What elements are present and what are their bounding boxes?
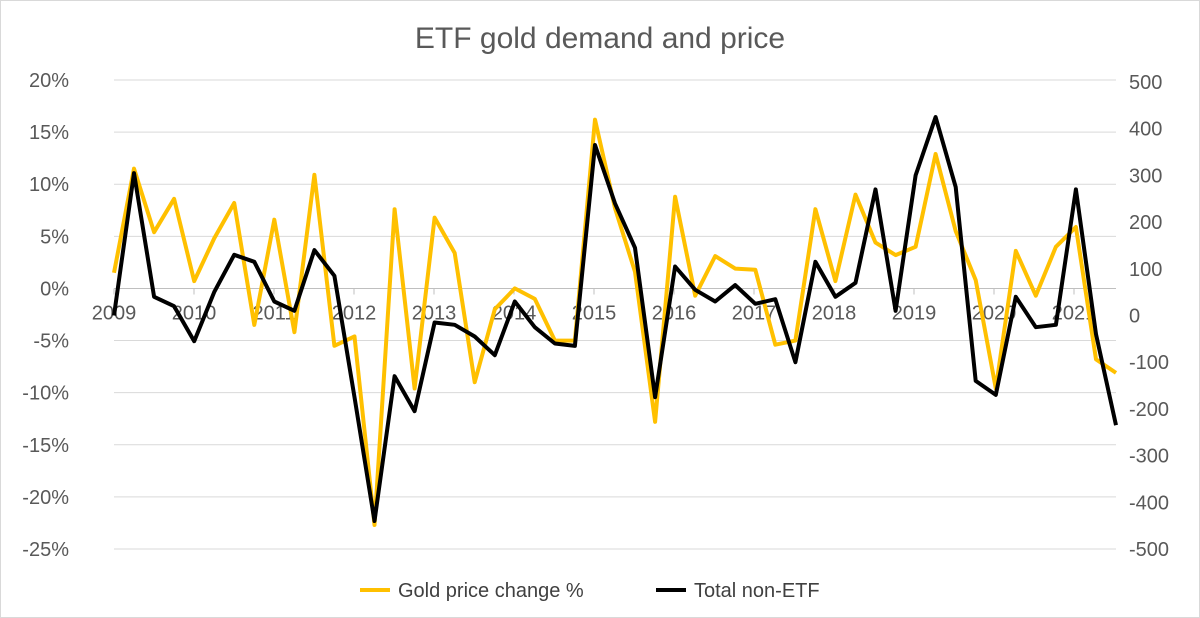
x-tick-label: 2018 bbox=[812, 302, 857, 324]
left-tick-label: -15% bbox=[22, 435, 69, 457]
chart-title: ETF gold demand and price bbox=[415, 22, 785, 55]
legend-label-gold: Gold price change % bbox=[398, 580, 584, 602]
right-tick-label: 100 bbox=[1129, 259, 1162, 281]
x-tick-label: 2019 bbox=[892, 302, 937, 324]
right-tick-label: 400 bbox=[1129, 119, 1162, 141]
right-tick-label: -100 bbox=[1129, 352, 1169, 374]
series-line-total-non-etf bbox=[112, 115, 1118, 523]
right-tick-label: 0 bbox=[1129, 306, 1140, 328]
right-tick-label: 300 bbox=[1129, 165, 1162, 187]
left-tick-label: 0% bbox=[40, 278, 69, 300]
x-tick-label: 2021 bbox=[1052, 302, 1097, 324]
right-tick-label: 500 bbox=[1129, 72, 1162, 94]
x-tick-label: 2015 bbox=[572, 302, 617, 324]
left-axis: 20% 15% 10% 5% 0% -5% -10% -15% -20% -25% bbox=[22, 70, 69, 561]
left-tick-label: -10% bbox=[22, 383, 69, 405]
legend-label-non-etf: Total non-ETF bbox=[694, 580, 820, 602]
left-tick-label: 5% bbox=[40, 226, 69, 248]
left-tick-label: 20% bbox=[29, 70, 69, 92]
left-tick-label: -25% bbox=[22, 539, 69, 561]
left-tick-label: 15% bbox=[29, 122, 69, 144]
x-axis: 2009 2010 2011 2012 2013 2014 2015 2016 2017 2018… bbox=[92, 287, 1116, 324]
right-tick-label: -300 bbox=[1129, 446, 1169, 468]
right-axis: 500 400 300 200 100 0 -100 -200 -300 -400 -500 bbox=[1129, 72, 1169, 561]
right-tick-label: -200 bbox=[1129, 399, 1169, 421]
left-tick-label: -20% bbox=[22, 487, 69, 509]
left-tick-label: 10% bbox=[29, 174, 69, 196]
right-tick-label: -500 bbox=[1129, 539, 1169, 561]
legend: Gold price change % Total non-ETF bbox=[360, 580, 820, 602]
left-tick-label: -5% bbox=[33, 331, 69, 353]
right-tick-label: 200 bbox=[1129, 212, 1162, 234]
series-lines bbox=[112, 115, 1118, 527]
right-tick-label: -400 bbox=[1129, 492, 1169, 514]
x-tick-label: 2014 bbox=[492, 302, 537, 324]
x-tick-label: 2016 bbox=[652, 302, 697, 324]
